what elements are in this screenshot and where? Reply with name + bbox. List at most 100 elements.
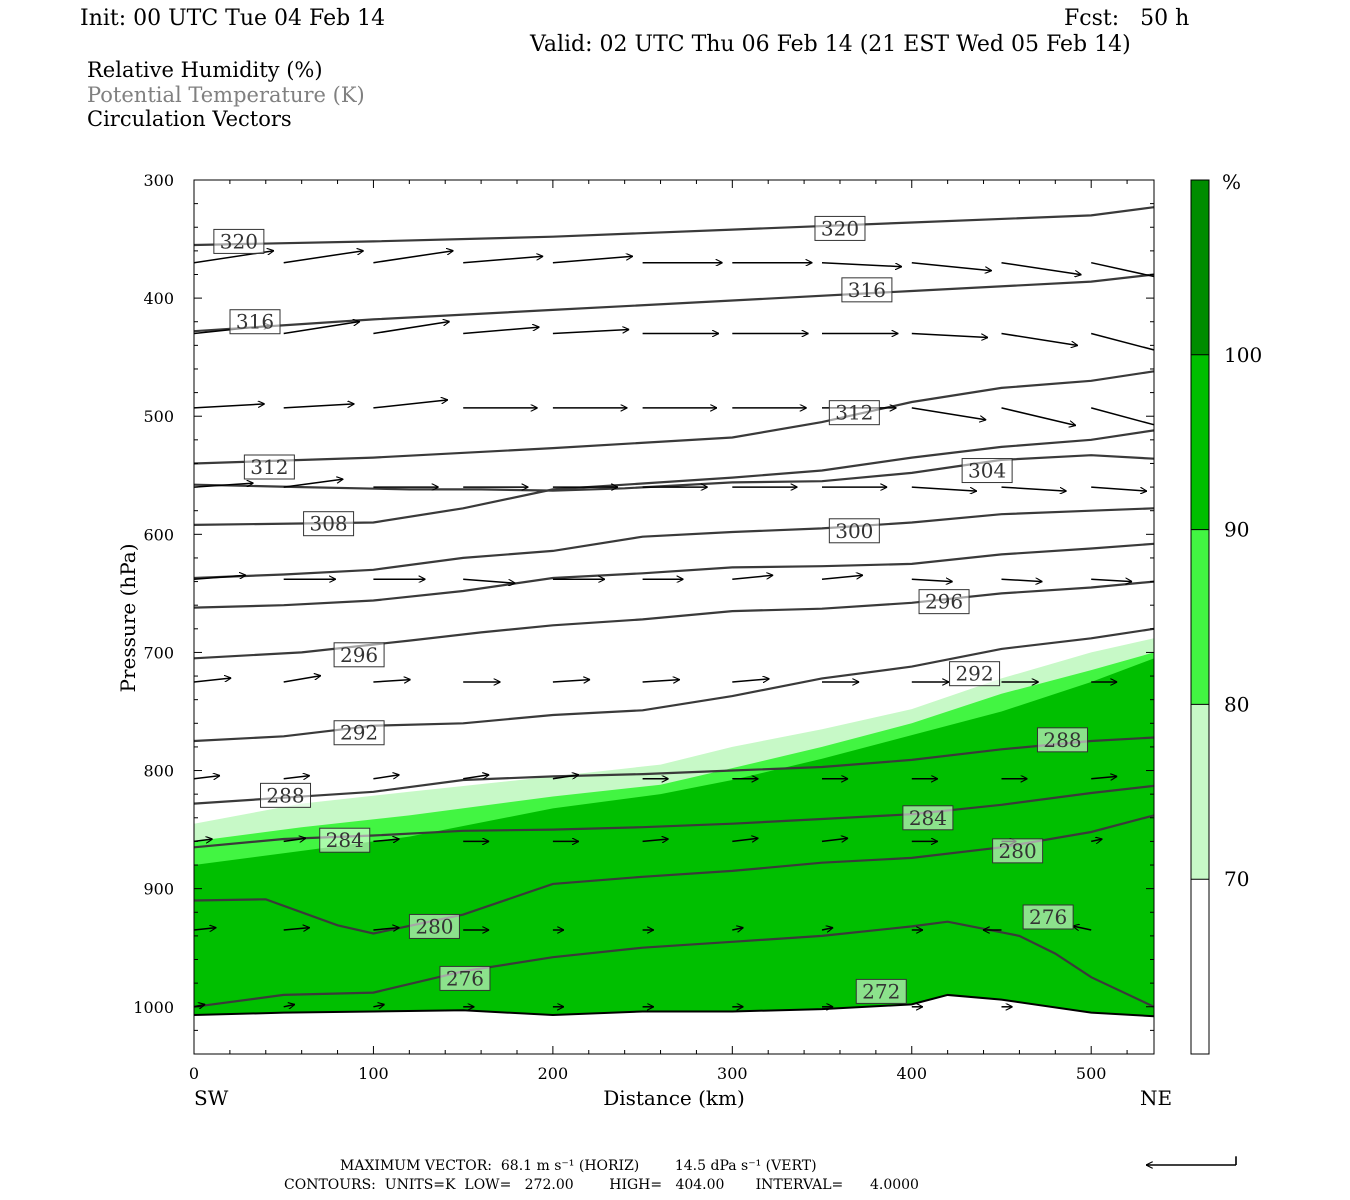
footer-contours: CONTOURS: UNITS=K LOW= 272.00 HIGH= 404.…	[284, 1177, 919, 1193]
contour-label-text: 316	[848, 278, 886, 302]
circulation-vector	[463, 578, 515, 583]
theta-legend-label: Potential Temperature (K)	[87, 83, 365, 107]
contour-label: 280	[408, 913, 460, 939]
contour-label: 288	[260, 782, 312, 808]
theta-contour-304	[194, 454, 1154, 492]
surface-line	[194, 993, 1154, 1018]
circulation-vector	[911, 579, 953, 581]
circulation-vector	[552, 680, 590, 682]
circulation-vector	[911, 332, 988, 338]
init-time: Init: 00 UTC Tue 04 Feb 14	[80, 6, 386, 31]
circulation-vector	[821, 838, 848, 841]
colorbar-unit: %	[1222, 170, 1241, 194]
colorbar-level-label: 70	[1224, 867, 1249, 891]
circulation-vector	[1073, 926, 1092, 930]
contour-label: 292	[333, 720, 385, 746]
contour-label-text: 300	[835, 519, 873, 543]
circulation-vector	[1091, 261, 1154, 278]
circulation-vector	[463, 256, 543, 264]
circulation-vector	[373, 400, 448, 409]
colorbar-segment	[1191, 354, 1209, 530]
circulation-vector	[1091, 579, 1132, 581]
theta-contour-272	[194, 920, 1154, 1008]
circulation-vector	[1091, 407, 1154, 426]
y-tick-label: 300	[143, 171, 174, 190]
contour-label-text: 304	[968, 459, 1006, 483]
axes-layer: 0 100 200 300 400 500 300 400 500 600 700 800 900 100…	[133, 171, 1154, 1083]
x-tick-label: 400	[896, 1064, 927, 1083]
contour-label-text: 296	[340, 643, 378, 667]
contour-label-text: 296	[925, 590, 963, 614]
y-tick-label: 700	[143, 643, 174, 662]
contour-label: 296	[333, 642, 385, 668]
circulation-vector	[821, 928, 833, 930]
contour-label: 308	[303, 511, 355, 537]
contour-label-text: 276	[446, 966, 484, 990]
circulation-vector	[373, 1004, 384, 1006]
circulation-vector	[373, 928, 399, 930]
contour-label-text: 288	[266, 783, 304, 807]
contour-label-text: 272	[862, 979, 900, 1003]
circulation-vector	[194, 575, 246, 580]
theta-contour-296	[194, 542, 1154, 609]
theta-contour-316	[194, 273, 1154, 333]
circulation-vector	[732, 838, 758, 841]
circulation-vector	[194, 404, 265, 409]
circulation-vector	[732, 928, 743, 930]
y-axis-label: Pressure (hPa)	[116, 544, 140, 693]
circulation-vector	[911, 486, 977, 491]
y-tick-label: 600	[143, 525, 174, 544]
circulation-vector	[283, 251, 364, 264]
vector-layer	[194, 251, 1154, 1007]
x-tick-label: 0	[189, 1064, 199, 1083]
contour-label: 312	[243, 454, 295, 480]
contour-label-text: 284	[326, 828, 364, 852]
circulation-vector	[1001, 332, 1078, 346]
rh-legend-label: Relative Humidity (%)	[87, 58, 323, 82]
contour-label: 276	[1022, 904, 1074, 930]
circulation-vector	[642, 680, 680, 682]
contour-label-text: 316	[236, 310, 274, 334]
footer-max-vector: MAXIMUM VECTOR: 68.1 m s⁻¹ (HORIZ) 14.5 …	[340, 1158, 817, 1174]
contour-label: 304	[961, 458, 1013, 484]
circulation-vector	[552, 775, 579, 780]
theta-contour-320	[194, 206, 1154, 247]
circulation-vector	[552, 330, 629, 335]
contour-label: 320	[213, 228, 265, 254]
colorbar-segment	[1191, 879, 1209, 1054]
y-tick-label: 800	[143, 762, 174, 781]
circulation-vector	[732, 679, 769, 682]
circulation-vector	[1001, 486, 1067, 491]
circulation-vector	[642, 839, 669, 841]
circulation-vector	[283, 838, 306, 841]
colorbar-level-label: 90	[1224, 518, 1249, 542]
contour-label-text: 292	[340, 721, 378, 745]
contour-label: 284	[902, 805, 954, 831]
contour-label-text: 280	[999, 839, 1037, 863]
contour-label-text: 276	[1029, 905, 1067, 929]
theta-contour-308	[194, 429, 1154, 526]
contour-label: 276	[439, 965, 491, 991]
circulation-vector	[194, 928, 216, 930]
circulation-vector	[373, 775, 399, 780]
circulation-vector	[283, 404, 355, 409]
contour-label-text: 292	[955, 662, 993, 686]
circulation-vector	[1091, 486, 1147, 491]
contour-label: 288	[1036, 727, 1088, 753]
circulation-vector	[1001, 579, 1043, 581]
vectors-legend-label: Circulation Vectors	[87, 107, 292, 131]
contour-label-text: 288	[1043, 728, 1081, 752]
below-ground-mask	[194, 994, 1154, 1054]
colorbar-level-label: 80	[1224, 692, 1249, 716]
circulation-vector	[821, 261, 902, 267]
theta-contour-284	[194, 736, 1154, 805]
contour-label: 312	[828, 400, 880, 426]
contour-label-text: 308	[309, 512, 347, 536]
circulation-vector	[463, 327, 539, 335]
contour-label: 280	[992, 838, 1044, 864]
contour-label: 292	[949, 661, 1001, 687]
colorbar-frame	[1190, 179, 1210, 1055]
contour-label: 300	[828, 518, 880, 544]
contour-label-text: 312	[835, 401, 873, 425]
x-tick-label: 200	[538, 1064, 569, 1083]
